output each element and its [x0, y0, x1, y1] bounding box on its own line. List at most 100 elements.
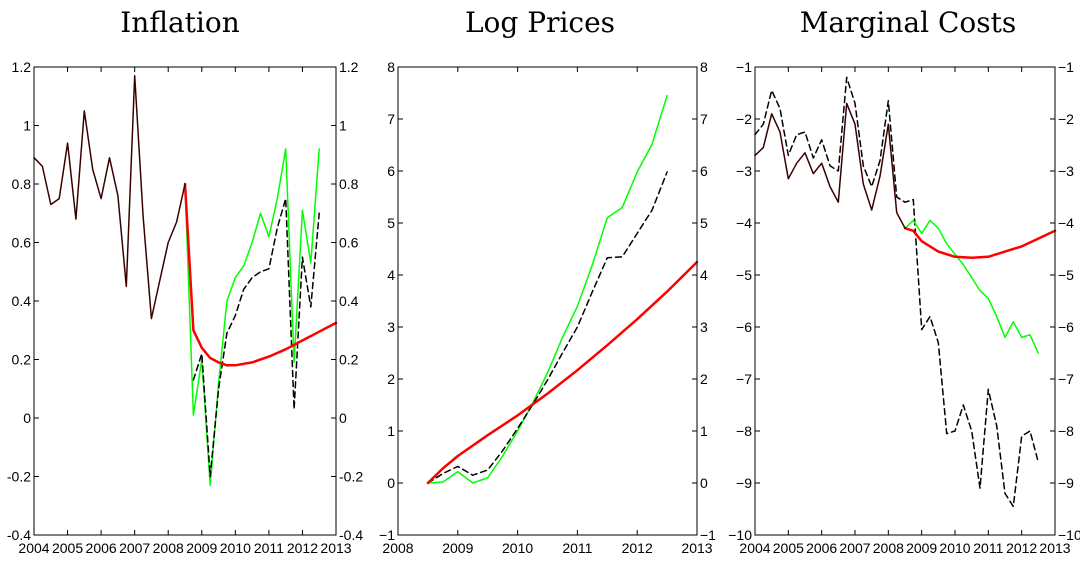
marginal-costs-x-tick-label: 2007 — [839, 540, 870, 556]
marginal-costs-y-tick-label: −8 — [736, 423, 752, 439]
inflation-title: Inflation — [120, 6, 240, 39]
log-prices-y-tick-label: 3 — [387, 319, 395, 335]
log-prices-y-tick-label: 6 — [387, 163, 395, 179]
marginal-costs-x-tick-label: 2010 — [939, 540, 970, 556]
log-prices-panel: Log Prices 2008 2009 2010 2011 2012 2013−1 −10… — [379, 6, 716, 556]
log-prices-y-tick-label-right: 2 — [700, 371, 708, 387]
log-prices-y-tick-label-right: −1 — [700, 527, 716, 543]
inflation-y-tick-label: 1.2 — [12, 59, 32, 75]
marginal-costs-y-tick-label-right: −8 — [1058, 423, 1074, 439]
log-prices-x-tick-label: 2013 — [681, 540, 712, 556]
marginal-costs-x-tick-label: 2009 — [906, 540, 937, 556]
marginal-costs-y-tick-label: −6 — [736, 319, 752, 335]
inflation-x-tick-label: 2007 — [119, 540, 150, 556]
inflation-y-tick-label: 0.4 — [12, 293, 32, 309]
log-prices-x-tick-label: 2009 — [442, 540, 473, 556]
inflation-x-tick-label: 2009 — [186, 540, 217, 556]
inflation-panel: Inflation 2004 2005 2006 2007 2008 2009 2010 20… — [7, 6, 363, 556]
inflation-x-tick-label: 2008 — [153, 540, 184, 556]
marginal-costs-axes-box — [754, 66, 1056, 536]
inflation-series-line-1 — [192, 197, 320, 478]
marginal-costs-x-tick-label: 2013 — [1039, 540, 1070, 556]
inflation-y-tick-label: -0.2 — [7, 469, 31, 485]
marginal-costs-y-tick-label: −3 — [736, 163, 752, 179]
inflation-y-tick-label: 0 — [23, 410, 31, 426]
marginal-costs-series-line-3 — [754, 102, 906, 229]
log-prices-y-tick-label: 4 — [387, 267, 395, 283]
marginal-costs-title: Marginal Costs — [800, 6, 1016, 39]
log-prices-y-tick-label: −1 — [379, 527, 395, 543]
inflation-series-group — [33, 75, 338, 487]
marginal-costs-y-tick-label-right: −6 — [1058, 319, 1074, 335]
inflation-y-tick-label-right: -0.4 — [339, 527, 363, 543]
marginal-costs-y-tick-label-right: −7 — [1058, 371, 1074, 387]
inflation-y-tick-label-right: 1 — [339, 118, 347, 134]
log-prices-y-tick-label: 1 — [387, 423, 395, 439]
inflation-series-line-3 — [33, 75, 186, 320]
inflation-x-tick-label: 2013 — [320, 540, 351, 556]
marginal-costs-series-group — [754, 76, 1057, 508]
log-prices-y-tick-label-right: 8 — [700, 59, 708, 75]
marginal-costs-panel: Marginal Costs 2004 2005 2006 2007 2008 2009 2… — [728, 6, 1080, 556]
marginal-costs-y-tick-label-right: −1 — [1058, 59, 1074, 75]
log-prices-y-tick-label-right: 5 — [700, 215, 708, 231]
marginal-costs-y-tick-label: −2 — [736, 111, 752, 127]
inflation-x-tick-label: 2012 — [287, 540, 318, 556]
log-prices-y-tick-label: 7 — [387, 111, 395, 127]
marginal-costs-y-tick-label-right: −5 — [1058, 267, 1074, 283]
log-prices-x-tick-label: 2012 — [622, 540, 653, 556]
marginal-costs-x-tick-label: 2005 — [773, 540, 804, 556]
inflation-y-tick-label: 0.8 — [12, 176, 32, 192]
marginal-costs-series-line-1 — [904, 219, 1040, 354]
marginal-costs-y-tick-label: −7 — [736, 371, 752, 387]
log-prices-series-line-0 — [427, 94, 668, 484]
marginal-costs-y-tick-label: −9 — [736, 475, 752, 491]
marginal-costs-y-tick-label-right: −9 — [1058, 475, 1074, 491]
log-prices-series-line-2 — [426, 260, 699, 485]
marginal-costs-y-tick-label-right: −2 — [1058, 111, 1074, 127]
log-prices-y-tick-label-right: 6 — [700, 163, 708, 179]
inflation-series-line-0 — [184, 148, 320, 487]
log-prices-y-tick-label-right: 7 — [700, 111, 708, 127]
log-prices-y-tick-label: 8 — [387, 59, 395, 75]
inflation-y-tick-label-right: 0.4 — [339, 293, 359, 309]
marginal-costs-x-tick-label: 2008 — [873, 540, 904, 556]
inflation-y-tick-label: -0.4 — [7, 527, 31, 543]
inflation-y-tick-label: 1 — [23, 118, 31, 134]
marginal-costs-x-tick-label: 2012 — [1006, 540, 1037, 556]
marginal-costs-x-tick-label: 2004 — [739, 540, 770, 556]
marginal-costs-y-tick-label-right: −4 — [1058, 215, 1074, 231]
log-prices-title: Log Prices — [465, 6, 615, 39]
inflation-y-tick-label-right: 0.6 — [339, 235, 359, 251]
marginal-costs-y-tick-label: −4 — [736, 215, 752, 231]
marginal-costs-x-tick-label: 2006 — [806, 540, 837, 556]
log-prices-y-tick-label-right: 1 — [700, 423, 708, 439]
inflation-y-tick-label-right: -0.2 — [339, 469, 363, 485]
inflation-x-tick-label: 2011 — [254, 540, 284, 556]
marginal-costs-series-line-2 — [903, 226, 1057, 260]
log-prices-axes-box — [397, 66, 698, 536]
log-prices-y-tick-label: 0 — [387, 475, 395, 491]
inflation-x-tick-label: 2010 — [220, 540, 251, 556]
log-prices-x-tick-label: 2010 — [502, 540, 533, 556]
inflation-y-tick-label-right: 0.8 — [339, 176, 359, 192]
log-prices-x-tick-label: 2011 — [562, 540, 592, 556]
inflation-series-line-2 — [183, 182, 338, 367]
marginal-costs-y-tick-label: −1 — [736, 59, 752, 75]
log-prices-y-tick-label-right: 4 — [700, 267, 708, 283]
inflation-y-tick-label-right: 0.2 — [339, 352, 359, 368]
inflation-y-tick-label-right: 0 — [339, 410, 347, 426]
marginal-costs-y-tick-label: −5 — [736, 267, 752, 283]
inflation-x-tick-label: 2006 — [86, 540, 117, 556]
inflation-y-tick-label-right: 1.2 — [339, 59, 359, 75]
log-prices-series-line-1 — [427, 171, 668, 484]
log-prices-x-tick-label: 2008 — [382, 540, 413, 556]
log-prices-y-tick-label: 2 — [387, 371, 395, 387]
marginal-costs-y-tick-label-right: −10 — [1058, 527, 1080, 543]
marginal-costs-series-line-0 — [754, 76, 1040, 508]
inflation-y-tick-label: 0.6 — [12, 235, 32, 251]
log-prices-y-tick-label-right: 3 — [700, 319, 708, 335]
inflation-y-tick-label: 0.2 — [12, 352, 32, 368]
log-prices-y-tick-label-right: 0 — [700, 475, 708, 491]
